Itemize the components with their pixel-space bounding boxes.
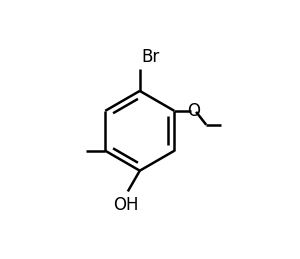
Text: O: O — [187, 102, 200, 120]
Text: OH: OH — [113, 196, 139, 214]
Text: Br: Br — [142, 48, 160, 66]
